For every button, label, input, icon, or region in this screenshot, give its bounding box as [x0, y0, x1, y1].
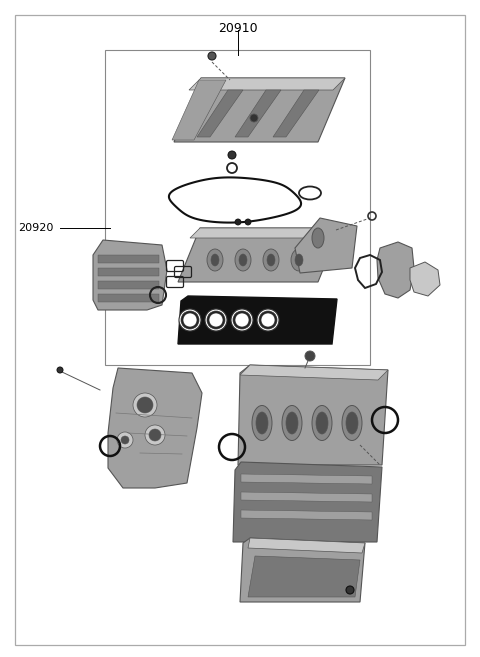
Polygon shape [410, 262, 440, 296]
Polygon shape [189, 78, 345, 90]
Polygon shape [98, 281, 159, 289]
Ellipse shape [286, 412, 298, 434]
Circle shape [209, 313, 223, 327]
Ellipse shape [267, 254, 275, 266]
Polygon shape [190, 228, 340, 238]
Circle shape [183, 313, 197, 327]
Polygon shape [233, 462, 382, 542]
Circle shape [257, 309, 279, 331]
Polygon shape [248, 556, 360, 597]
Bar [105, 50, 370, 365]
Circle shape [57, 367, 63, 373]
Polygon shape [235, 90, 281, 137]
Polygon shape [240, 365, 388, 380]
Polygon shape [197, 90, 243, 137]
Ellipse shape [346, 412, 358, 434]
Ellipse shape [295, 254, 303, 266]
Polygon shape [172, 80, 226, 140]
Circle shape [117, 432, 133, 448]
Polygon shape [98, 255, 159, 263]
Polygon shape [241, 474, 372, 484]
Polygon shape [295, 218, 357, 273]
Ellipse shape [239, 254, 247, 266]
Ellipse shape [312, 228, 324, 248]
Ellipse shape [235, 249, 251, 271]
Circle shape [207, 311, 225, 329]
Circle shape [235, 219, 241, 225]
Polygon shape [174, 78, 345, 142]
Text: 20910: 20910 [218, 22, 258, 35]
Circle shape [233, 311, 251, 329]
Circle shape [259, 311, 277, 329]
Polygon shape [178, 296, 337, 344]
Circle shape [145, 425, 165, 445]
Polygon shape [273, 90, 319, 137]
Circle shape [149, 429, 161, 441]
Ellipse shape [312, 405, 332, 440]
Circle shape [179, 309, 201, 331]
Circle shape [245, 219, 251, 225]
Polygon shape [178, 228, 340, 282]
Polygon shape [98, 268, 159, 276]
Circle shape [205, 309, 227, 331]
Circle shape [235, 313, 249, 327]
Polygon shape [108, 368, 202, 488]
Ellipse shape [263, 249, 279, 271]
Ellipse shape [207, 249, 223, 271]
Polygon shape [248, 538, 365, 553]
Polygon shape [98, 294, 159, 302]
Ellipse shape [342, 405, 362, 440]
Circle shape [181, 311, 199, 329]
Circle shape [228, 151, 236, 159]
Polygon shape [241, 510, 372, 520]
Circle shape [305, 351, 315, 361]
Ellipse shape [316, 412, 328, 434]
Ellipse shape [211, 254, 219, 266]
Text: 20920: 20920 [18, 223, 53, 233]
Circle shape [261, 313, 275, 327]
Polygon shape [377, 242, 414, 298]
Polygon shape [93, 240, 167, 310]
Circle shape [133, 393, 157, 417]
Ellipse shape [252, 405, 272, 440]
Polygon shape [240, 538, 365, 602]
Ellipse shape [282, 405, 302, 440]
Circle shape [208, 52, 216, 60]
Circle shape [137, 397, 153, 413]
Polygon shape [238, 365, 388, 465]
Ellipse shape [256, 412, 268, 434]
Circle shape [346, 586, 354, 594]
Polygon shape [241, 492, 372, 502]
Circle shape [121, 436, 129, 444]
Circle shape [231, 309, 253, 331]
Circle shape [250, 114, 258, 122]
Ellipse shape [291, 249, 307, 271]
